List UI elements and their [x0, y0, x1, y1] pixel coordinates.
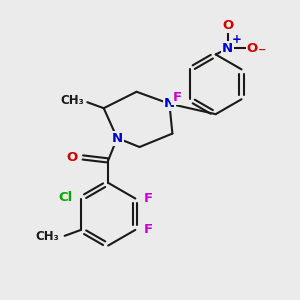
Text: F: F — [144, 192, 153, 205]
Text: F: F — [172, 91, 182, 104]
Text: Cl: Cl — [58, 190, 73, 203]
Text: O: O — [66, 151, 77, 164]
Text: +: + — [232, 33, 242, 46]
Text: N: N — [222, 42, 233, 55]
Text: F: F — [144, 224, 153, 236]
Text: CH₃: CH₃ — [61, 94, 84, 107]
Text: N: N — [164, 97, 175, 110]
Text: CH₃: CH₃ — [36, 230, 59, 243]
Text: N: N — [112, 132, 123, 145]
Text: O: O — [247, 42, 258, 55]
Text: N: N — [112, 132, 123, 145]
Text: O: O — [222, 19, 233, 32]
Text: ⁻: ⁻ — [258, 46, 266, 61]
